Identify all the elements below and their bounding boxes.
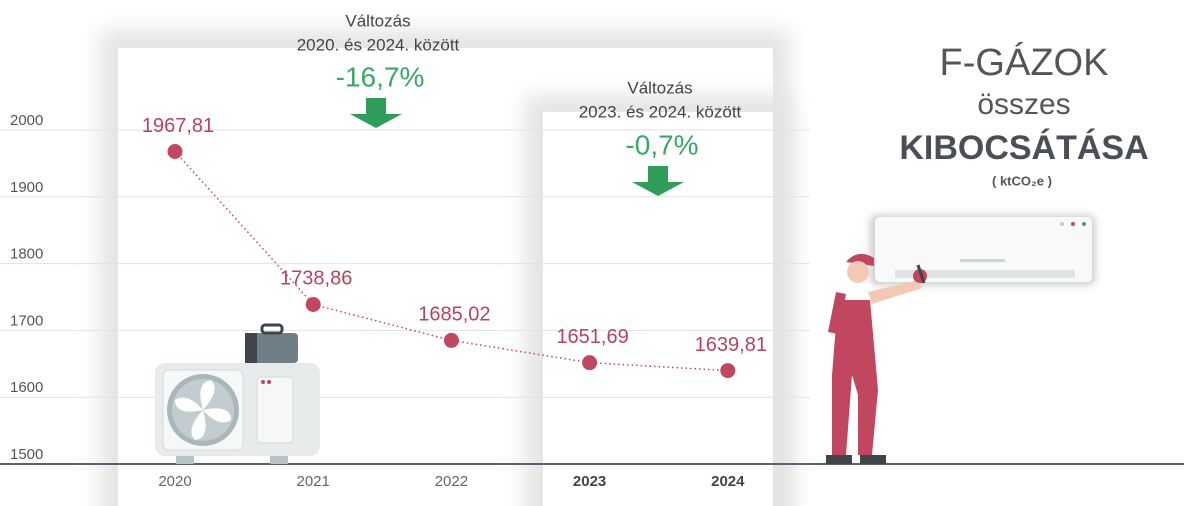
x-tick-label: 2021 xyxy=(297,473,330,490)
x-tick-label: 2022 xyxy=(435,473,468,490)
worker xyxy=(826,253,927,464)
point xyxy=(305,296,321,312)
annotation-change: -0,7% xyxy=(625,129,698,160)
y-tick-label: 1700 xyxy=(10,312,43,329)
value-label: 1967,81 xyxy=(142,115,214,137)
grid: 1500 1600 1700 1800 1900 2000 xyxy=(0,112,1184,465)
x-tick-label: 2020 xyxy=(158,473,191,490)
indoor-unit xyxy=(870,215,1095,285)
x-tick-label: 2024 xyxy=(711,473,745,490)
annotations: Változás 2020. és 2024. között -16,7% Vá… xyxy=(297,11,742,160)
x-tick-label: 2023 xyxy=(573,473,606,490)
value-label: 1685,02 xyxy=(418,304,490,326)
plot: 2020 2021 2022 2023 2024 1967,81 1738,86 1685,0… xyxy=(142,115,767,490)
annotation-change: -16,7% xyxy=(336,61,425,92)
annotation-title: Változás xyxy=(627,78,692,97)
chart-title-emphasis: KIBOCSÁTÁSA xyxy=(899,129,1148,167)
chart-subtitle: összes xyxy=(977,88,1070,121)
annotation-subtitle: 2020. és 2024. között xyxy=(297,35,460,54)
unit: ( ktCO₂e ) xyxy=(992,173,1052,188)
y-tick-label: 1500 xyxy=(10,446,43,463)
y-tick-label: 2000 xyxy=(10,112,43,129)
annotation-subtitle: 2023. és 2024. között xyxy=(579,102,742,121)
point xyxy=(443,332,459,348)
point xyxy=(167,144,183,160)
value-label: 1639,81 xyxy=(695,334,767,356)
chart-title: F-GÁZOK xyxy=(940,41,1109,84)
outdoor-unit xyxy=(155,323,320,464)
y-tick-label: 1900 xyxy=(10,179,43,196)
y-tick-label: 1800 xyxy=(10,246,43,263)
point xyxy=(582,355,598,371)
value-label: 1651,69 xyxy=(556,326,628,348)
arrows xyxy=(350,98,684,196)
y-tick-label: 1600 xyxy=(10,379,43,396)
title-block: F-GÁZOK összes KIBOCSÁTÁSA ( ktCO₂e ) xyxy=(899,41,1148,188)
point xyxy=(720,363,736,379)
value-label: 1738,86 xyxy=(280,268,352,290)
annotation-title: Változás xyxy=(345,11,410,30)
